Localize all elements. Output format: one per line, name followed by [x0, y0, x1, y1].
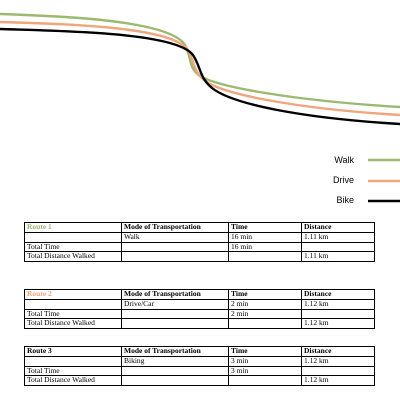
distance-header: Distance: [301, 222, 375, 233]
total-distance-label: Total Distance Walked: [24, 318, 122, 330]
total-distance-value: 1.11 km: [301, 251, 375, 263]
total-distance-value: 1.12 km: [301, 375, 375, 387]
distance-cell: 1.12 km: [301, 298, 375, 310]
table-row: Route 1 Mode of Transportation Time Dist…: [24, 222, 375, 233]
walk-legend-label: Walk: [334, 155, 354, 165]
total-distance-label: Total Distance Walked: [24, 375, 122, 387]
distance-cell: 1.12 km: [301, 355, 375, 367]
empty-cell: [121, 375, 229, 387]
time-cell: 16 min: [228, 231, 302, 243]
table-row: Total Distance Walked 1.12 km: [24, 375, 375, 387]
mode-cell: Biking: [121, 355, 229, 367]
table-row: Route 2 Mode of Transportation Time Dist…: [24, 289, 375, 300]
drive-legend-label: Drive: [332, 175, 354, 185]
route-3-label: Route 3: [24, 346, 122, 357]
distance-cell: 1.11 km: [301, 231, 375, 243]
table-row: Drive/Car 2 min 1.12 km: [24, 298, 375, 310]
empty-cell: [24, 298, 122, 310]
empty-cell: [121, 365, 229, 377]
mode-header: Mode of Transportation: [121, 289, 229, 300]
time-header: Time: [228, 289, 302, 300]
walk-route-line: [0, 12, 400, 109]
table-row: Biking 3 min 1.12 km: [24, 355, 375, 367]
table-row: Walk 16 min 1.11 km: [24, 231, 375, 243]
mode-cell: Walk: [121, 231, 229, 243]
empty-cell: [24, 355, 122, 367]
empty-cell: [228, 318, 302, 330]
mode-cell: Drive/Car: [121, 298, 229, 310]
empty-cell: [121, 251, 229, 263]
route-1-label: Route 1: [24, 222, 122, 233]
table-row: Total Distance Walked 1.12 km: [24, 318, 375, 330]
route-2-table: Route 2 Mode of Transportation Time Dist…: [24, 289, 375, 330]
mode-header: Mode of Transportation: [121, 346, 229, 357]
empty-cell: [24, 231, 122, 243]
time-cell: 3 min: [228, 355, 302, 367]
total-time-value: 2 min: [228, 308, 302, 320]
time-header: Time: [228, 222, 302, 233]
total-distance-value: 1.12 km: [301, 318, 375, 330]
empty-cell: [121, 308, 229, 320]
empty-cell: [228, 251, 302, 263]
route-3-table: Route 3 Mode of Transportation Time Dist…: [24, 346, 375, 387]
total-time-value: 16 min: [228, 241, 302, 253]
time-header: Time: [228, 346, 302, 357]
total-time-value: 3 min: [228, 365, 302, 377]
distance-header: Distance: [301, 346, 375, 357]
bike-route-line: [0, 27, 400, 126]
empty-cell: [121, 241, 229, 253]
table-row: Total Distance Walked 1.11 km: [24, 251, 375, 263]
empty-cell: [228, 375, 302, 387]
distance-header: Distance: [301, 289, 375, 300]
drive-route-line: [0, 20, 400, 117]
route-1-table: Route 1 Mode of Transportation Time Dist…: [24, 222, 375, 263]
bike-legend-label: Bike: [336, 195, 354, 205]
total-distance-label: Total Distance Walked: [24, 251, 122, 263]
route-2-label: Route 2: [24, 289, 122, 300]
empty-cell: [121, 318, 229, 330]
mode-header: Mode of Transportation: [121, 222, 229, 233]
table-row: Route 3 Mode of Transportation Time Dist…: [24, 346, 375, 357]
time-cell: 2 min: [228, 298, 302, 310]
